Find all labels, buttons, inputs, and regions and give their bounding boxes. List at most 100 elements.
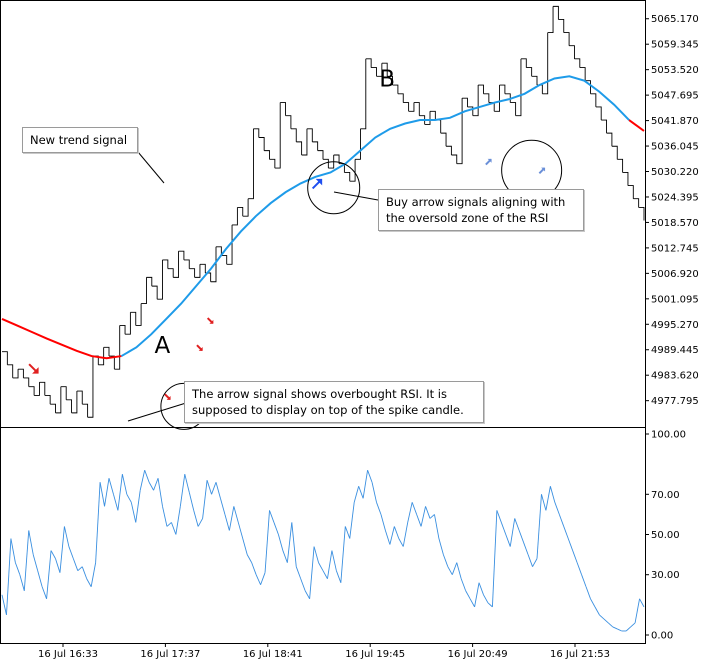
rsi-point [393,526,400,539]
rsi-point [384,530,391,545]
rsi-point [90,562,97,587]
price-step [590,93,597,107]
rsi-point [14,562,21,575]
time-tick-label: 16 Jul 16:33 [38,649,98,660]
callout-buy-arrows: Buy arrow signals aligning with the over… [378,189,584,231]
rsi-point [242,538,248,555]
callout-text: The arrow signal shows overbought RSI. I… [192,387,447,401]
rsi-point [594,606,600,616]
rsi-series [1,470,645,632]
rsi-point [237,522,244,539]
rsi-point [612,626,618,630]
rsi-point [451,562,458,575]
callout-text: the oversold zone of the RSI [386,211,549,225]
rsi-point [371,482,377,503]
rsi-point [32,554,39,571]
rsi-point [72,558,79,571]
rsi-point [295,566,302,579]
price-step [157,259,163,300]
rsi-point [483,594,489,604]
price-step [98,347,105,366]
price-axis: 5065.170 5059.345 5053.520 5047.695 5041.870… [645,14,699,407]
price-step [355,128,361,160]
rsi-point [411,502,418,515]
rsi-point [126,494,132,503]
rsi-point [37,570,43,587]
rsi-point [541,494,547,511]
rsi-axis: 100.00 70.00 50.00 30.00 0.00 [645,430,686,642]
rsi-point [617,628,622,632]
price-step [456,98,463,165]
rsi-point [282,550,288,563]
price-step [526,67,533,77]
price-step [472,85,479,117]
price-step [424,111,431,125]
price-step [183,259,190,269]
rsi-point [599,614,605,620]
rsi-point [474,582,480,607]
rsi-point [313,546,319,563]
rsi-point [590,598,596,608]
rsi-point [113,494,119,511]
price-step [264,150,270,160]
rsi-point [558,514,565,527]
price-tick-label: 5006.920 [651,269,699,280]
ma-segment [628,119,645,132]
rsi-point [104,478,110,507]
price-step [82,403,89,418]
price-step [376,63,383,77]
time-tick-label: 16 Jul 18:41 [243,649,303,660]
price-step [221,255,228,265]
price-step [71,391,78,414]
rsi-point [429,514,435,519]
price-step [633,198,640,208]
rsi-point [331,550,337,571]
price-step [585,80,591,94]
rsi-point [608,622,614,628]
price-step [323,158,329,169]
price-step [403,102,410,112]
rsi-point [228,506,235,531]
price-tick-label: 5012.745 [651,243,699,254]
price-step [34,382,40,396]
rsi-point [193,510,199,527]
price-step [18,368,24,378]
price-step [151,285,158,300]
price-tick-label: 4977.795 [651,396,699,407]
price-step [296,141,303,155]
rsi-point [509,518,516,547]
price-step [328,154,335,169]
signal-arrow-head [487,158,492,163]
rsi-point [175,506,181,535]
rsi-point [518,530,525,543]
price-step [285,115,292,129]
time-tick-label: 16 Jul 19:45 [345,649,405,660]
rsi-point [277,534,284,551]
price-step [440,132,447,147]
time-axis: 16 Jul 16:33 16 Jul 17:37 16 Jul 18:41 16 J… [38,643,610,660]
price-step [178,250,185,260]
rsi-point [576,562,583,575]
rsi-point [144,470,150,483]
moving-average-series [1,75,645,360]
rsi-point [19,574,25,591]
rsi-point [273,522,279,535]
rsi-point [28,530,34,555]
rsi-point [170,522,177,535]
rsi-point [117,474,123,511]
price-step [50,403,56,413]
rsi-point [157,478,163,507]
rsi-point [95,482,101,563]
callout-overbought: The arrow signal shows overbought RSI. I… [184,381,484,423]
rsi-point [309,546,315,599]
rsi-point [269,510,275,523]
rsi-point [224,514,230,531]
rsi-point [639,598,645,608]
price-step [349,159,356,182]
price-step [167,268,174,278]
rsi-point [327,550,333,579]
price-step [617,158,624,173]
price-step [199,263,206,274]
price-step [365,58,372,68]
